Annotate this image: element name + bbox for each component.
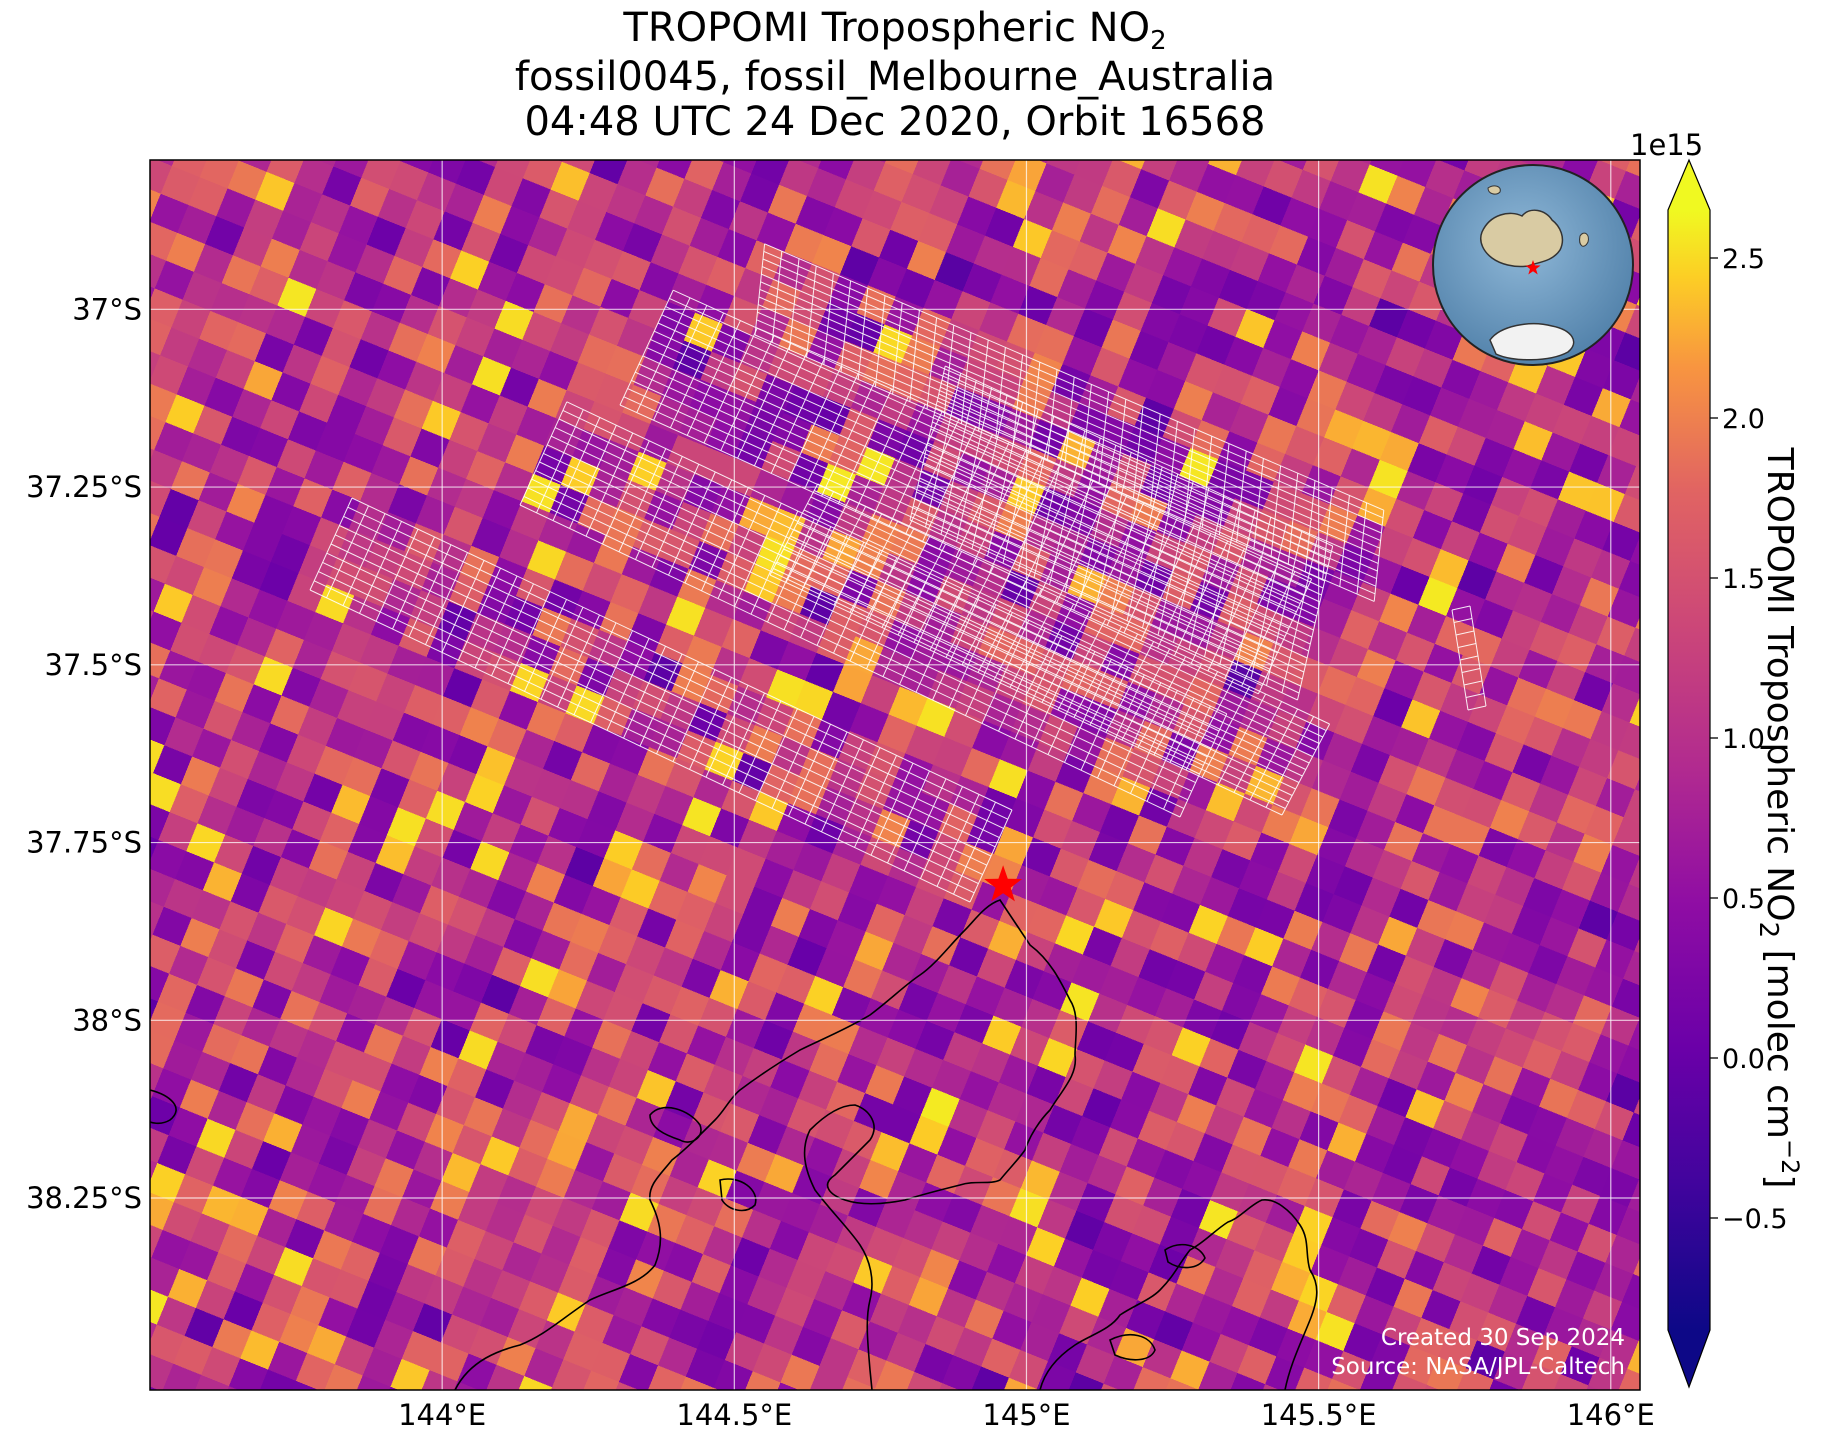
- target-star-marker: [984, 865, 1023, 902]
- lon-tick-label: 144.5°E: [676, 1398, 792, 1432]
- colorbar-label-close: ]: [1759, 1174, 1800, 1189]
- colorbar-tick-label: 0.5: [1722, 884, 1765, 915]
- colorbar-label-sub: 2: [1753, 921, 1783, 939]
- inset-globe: [1432, 164, 1634, 366]
- colorbar-gradient: [1668, 210, 1710, 1330]
- colorbar-label-main: TROPOMI Tropospheric NO: [1759, 447, 1800, 922]
- colorbar: −0.5 0.0 0.5 1.0 1.5 2.0 2.5: [1667, 158, 1788, 1389]
- lat-tick-label: 37.25°S: [26, 470, 142, 504]
- chart-title-line2: fossil0045, fossil_Melbourne_Australia: [514, 54, 1276, 100]
- colorbar-label-sup: −2: [1776, 1138, 1804, 1175]
- colorbar-tick-label: 2.0: [1722, 404, 1765, 435]
- australia-shape: [1480, 209, 1564, 268]
- credit-created: Created 30 Sep 2024: [1381, 1325, 1625, 1351]
- target-footprint-grid: [309, 243, 1487, 903]
- antarctica-shape: [1489, 322, 1575, 361]
- lon-tick-label: 145°E: [982, 1398, 1070, 1432]
- lat-tick-label: 38°S: [72, 1003, 142, 1037]
- map-frame: [149, 159, 1641, 1391]
- map-gridlines: [150, 160, 1640, 1390]
- title-subscript: 2: [1150, 26, 1167, 56]
- globe-target-marker: [1525, 260, 1541, 275]
- chart-title-line1: TROPOMI Tropospheric NO2: [150, 6, 1640, 63]
- colorbar-label: TROPOMI Tropospheric NO2 [molec cm−2]: [1753, 368, 1812, 1268]
- colorbar-label-units: [molec cm: [1759, 938, 1800, 1139]
- lon-axis: 144°E 144.5°E 145°E 145.5°E 146°E: [398, 1398, 1655, 1432]
- lat-tick-label: 37.5°S: [45, 648, 142, 682]
- lat-tick-label: 37.75°S: [26, 826, 142, 860]
- target-star: [984, 865, 1023, 902]
- colorbar-exponent: 1e15: [1630, 128, 1704, 162]
- lat-axis: 37°S 37.25°S 37.5°S 37.75°S 38°S 38.25°S: [26, 292, 142, 1215]
- credit-source: Source: NASA/JPL-Caltech: [1331, 1354, 1625, 1380]
- colorbar-extend-min: [1668, 1330, 1710, 1387]
- colorbar-tick-label: 1.0: [1722, 724, 1765, 755]
- lat-tick-label: 38.25°S: [26, 1181, 142, 1215]
- coastline: [150, 899, 1318, 1390]
- colorbar-ticks: −0.5 0.0 0.5 1.0 1.5 2.0 2.5: [1710, 244, 1788, 1235]
- colorbar-tick-label: 2.5: [1722, 244, 1765, 275]
- chart-title-line3: 04:48 UTC 24 Dec 2020, Orbit 16568: [524, 99, 1266, 145]
- colorbar-tick-label: 1.5: [1722, 564, 1765, 595]
- lat-tick-label: 37°S: [72, 292, 142, 326]
- colorbar-tick-label: −0.5: [1722, 1204, 1788, 1235]
- lon-tick-label: 145.5°E: [1261, 1398, 1377, 1432]
- lon-tick-label: 146°E: [1567, 1398, 1655, 1432]
- colorbar-extend-max: [1668, 160, 1710, 210]
- colorbar-tick-label: 0.0: [1722, 1044, 1765, 1075]
- lon-tick-label: 144°E: [398, 1398, 486, 1432]
- title-main: TROPOMI Tropospheric NO: [623, 5, 1151, 51]
